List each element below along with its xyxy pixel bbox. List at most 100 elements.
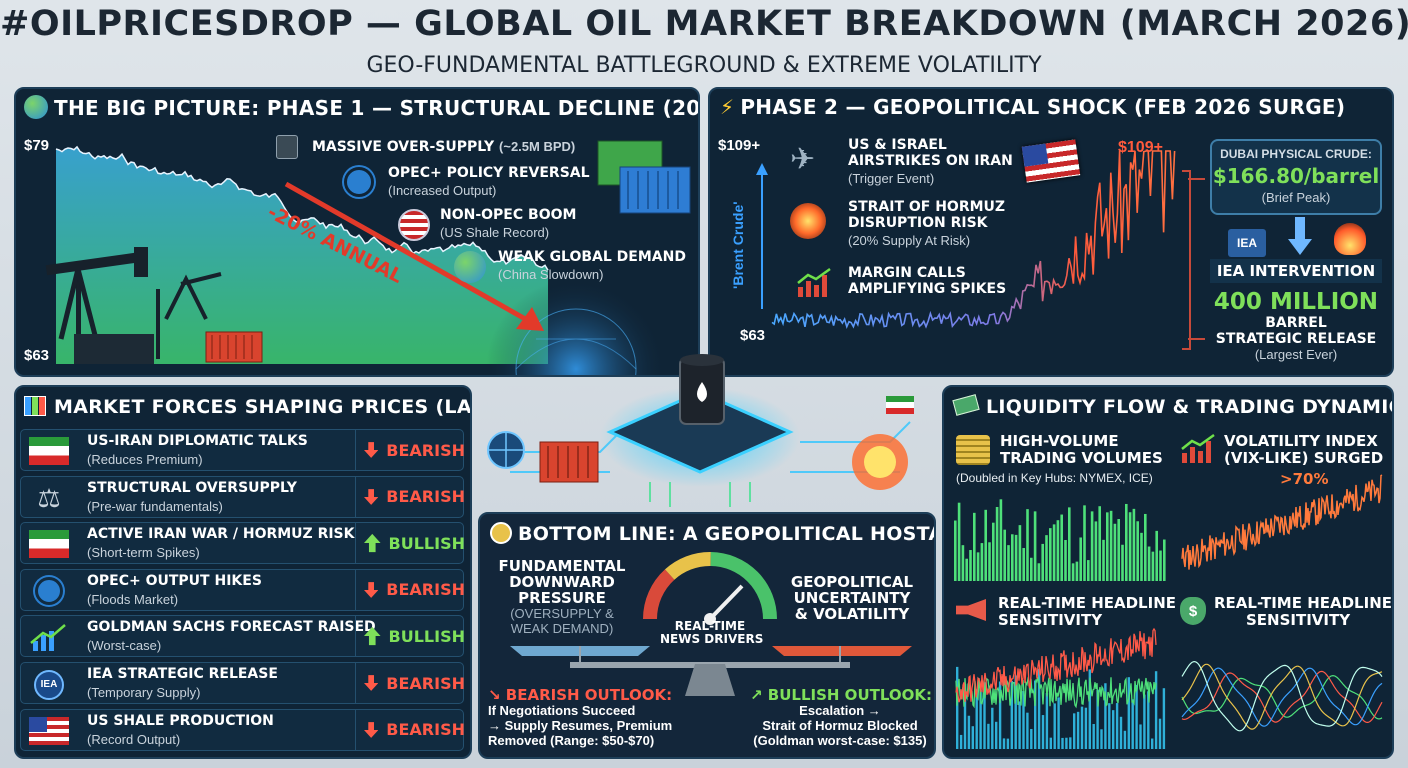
phase1-y-high: $79 (24, 137, 50, 154)
volume-bar (965, 558, 968, 581)
liquidity-charts (954, 474, 1383, 749)
iea-intervention-box: IEA INTERVENTION 400 MILLION BARREL STRA… (1210, 259, 1382, 371)
event-label: US & ISRAEL (848, 137, 947, 153)
globe-icon (24, 95, 48, 119)
phase1-decline-chart (45, 140, 691, 375)
force-note: (Worst-case) (87, 638, 162, 654)
bottom-title: BOTTOM LINE: A GEOPOLITICAL HOSTAGE (490, 522, 934, 545)
down-arrow-icon (364, 442, 379, 458)
volume-bar (1022, 548, 1025, 581)
headline-bar (1143, 694, 1146, 749)
page-title: #OILPRICESDROP — GLOBAL OIL MARKET BREAK… (0, 4, 1408, 44)
volume-bar (1026, 509, 1029, 581)
volume-bar (1018, 525, 1022, 581)
headline-bar (1088, 669, 1091, 749)
forces-title: MARKET FORCES SHAPING PRICES (LATE MARCH… (24, 396, 470, 418)
headline-bar (1151, 738, 1154, 749)
left-line: PRESSURE (518, 589, 606, 607)
driver-label: OPEC+ POLICY REVERSAL (388, 165, 590, 181)
iea-line2: STRATEGIC RELEASE (1215, 331, 1377, 347)
liquidity-title: LIQUIDITY FLOW & TRADING DYNAMICS (952, 394, 1392, 418)
headline-bar (987, 723, 990, 749)
event-label: STRAIT OF HORMUZ (848, 199, 1006, 215)
money-bag-icon: $ (1180, 597, 1206, 625)
up-trend-icon: ↗ (750, 686, 768, 704)
gauge-line: REAL-TIME (674, 619, 746, 633)
volume-bar (1075, 561, 1079, 581)
headline-bar (1065, 737, 1068, 749)
vol-label: HIGH-VOLUME (1000, 432, 1119, 450)
phase1-title: THE BIG PICTURE: PHASE 1 — STRUCTURAL DE… (24, 95, 698, 120)
headline-label: SENSITIVITY (998, 611, 1103, 629)
headline-bar (1108, 703, 1111, 749)
iea-line1: BARREL (1265, 315, 1327, 331)
volume-bar (1163, 539, 1166, 581)
force-label: US-IRAN DIPLOMATIC TALKS (87, 433, 308, 449)
vix-label: (VIX-LIKE) SURGED (1224, 449, 1384, 467)
driver-note: (US Shale Record) (440, 225, 550, 240)
dubai-crude-box: DUBAI PHYSICAL CRUDE: $166.80/barrel (Br… (1210, 139, 1382, 215)
headline-bar (956, 666, 959, 749)
force-signal: BULLISH (355, 523, 465, 564)
bull-line: (Goldman worst-case: $135) (753, 733, 927, 748)
phase2-surge-chart (756, 150, 1205, 350)
headline-label: REAL-TIME HEADLINE (1214, 594, 1392, 612)
right-line: & VOLATILITY (794, 605, 910, 623)
bear-line: Removed (Range: $50-$70) (488, 733, 655, 748)
fighter-jets-icon: ✈ (790, 143, 816, 176)
volume-bar (1128, 512, 1132, 581)
phase2-axis-label: 'Brent Crude' (730, 201, 746, 289)
down-arrow-icon (364, 581, 379, 598)
headline-bar (1139, 724, 1142, 749)
vix-line (1181, 474, 1383, 570)
headline-bar (1080, 706, 1084, 749)
headline-bar (1115, 703, 1119, 749)
volume-bar (954, 520, 957, 581)
force-row: GOLDMAN SACHS FORECAST RAISED (Worst-case… (20, 615, 465, 658)
bearish-outlook: ↘ BEARISH OUTLOOK: If Negotiations Succe… (488, 686, 673, 748)
down-arrow-icon (364, 675, 379, 691)
vix-pct: >70% (1280, 470, 1329, 488)
phase2-panel: ⚡ PHASE 2 — GEOPOLITICAL SHOCK (FEB 2026 … (708, 87, 1394, 377)
opec-logo-icon (29, 576, 69, 605)
left-line: FUNDAMENTAL (498, 557, 626, 575)
headline-bar (967, 715, 971, 749)
signal-label: BULLISH (388, 533, 465, 553)
headline-bar (959, 734, 963, 749)
coin-stack-icon (956, 435, 990, 465)
volume-bar (1140, 532, 1143, 581)
down-arrow-icon (364, 721, 379, 738)
left-note: (OVERSUPPLY & (510, 606, 614, 621)
volume-bar (1113, 523, 1117, 581)
volume-bar (999, 499, 1003, 581)
iea-building-icon: IEA (1228, 229, 1266, 257)
headline-bar (983, 682, 986, 749)
iea-amount: 400 MILLION (1213, 289, 1379, 315)
volume-bar (973, 512, 976, 581)
central-chip-illustration (487, 354, 914, 507)
headline-bar (1100, 729, 1103, 749)
force-note: (Pre-war fundamentals) (87, 498, 223, 514)
headline-bar (1034, 680, 1037, 749)
dubai-title: DUBAI PHYSICAL CRUDE: (1220, 147, 1372, 161)
vol-label: TRADING VOLUMES (1000, 449, 1163, 467)
signal-label: BEARISH (386, 673, 465, 693)
headline-bar (1069, 737, 1072, 749)
iran-flag-icon (886, 396, 914, 414)
volume-bar (1037, 563, 1041, 581)
sensitivity-wave (1181, 663, 1383, 730)
volume-bar (1125, 503, 1128, 581)
us-flag-icon (1021, 139, 1081, 183)
volume-bar (1106, 512, 1109, 581)
sensitivity-wave (1181, 660, 1383, 732)
force-label: IEA STRATEGIC RELEASE (87, 666, 278, 682)
force-note: (Record Output) (87, 731, 181, 747)
volume-bar (992, 522, 995, 581)
event-note: (Trigger Event) (848, 171, 935, 186)
signal-label: BULLISH (388, 626, 465, 646)
volume-bar (961, 545, 965, 581)
volume-bar (1132, 508, 1136, 581)
headline-bar (1057, 697, 1060, 749)
volume-bar (1056, 520, 1060, 581)
container-icon (205, 331, 263, 363)
